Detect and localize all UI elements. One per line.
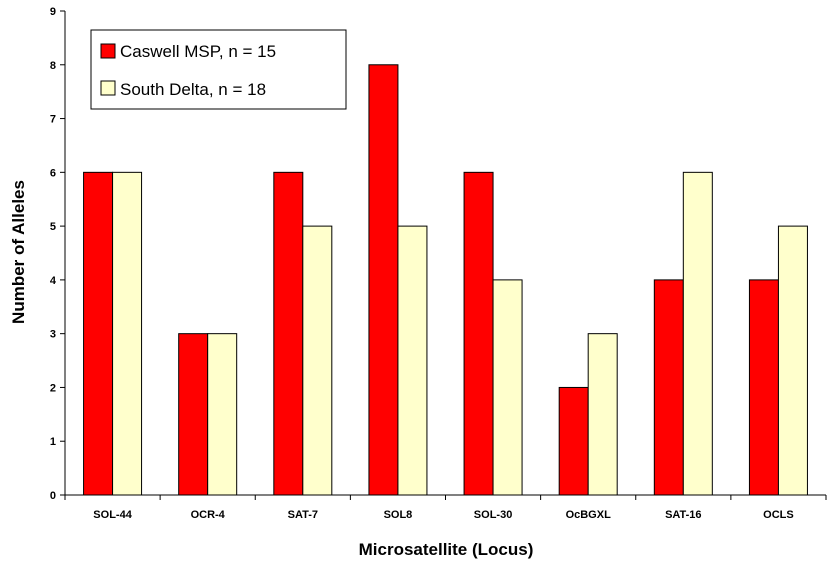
bar-ocbgxl-series-1 <box>558 386 589 496</box>
y-tick-label: 0 <box>50 490 56 502</box>
bar-ocbgxl-series-2 <box>587 333 618 496</box>
y-tick-label: 6 <box>50 167 56 179</box>
bar-sol-44-series-2 <box>112 171 143 496</box>
legend-swatch-caswell <box>100 43 116 59</box>
x-tick-label: SAT-7 <box>288 509 318 521</box>
x-axis-title: Microsatellite (Locus) <box>359 540 534 559</box>
bar-ocr-4-series-2 <box>207 333 238 496</box>
x-axis-ticks: SOL-44 OCR-4 SAT-7 SOL8 SOL-30 OcBGXL SAT-16 OC… <box>64 495 827 521</box>
y-tick-label: 5 <box>50 221 56 233</box>
x-tick-label: OCR-4 <box>191 509 226 521</box>
x-tick-label: OCLS <box>763 509 794 521</box>
legend-frame <box>90 29 347 110</box>
bar-sol-30-series-1 <box>463 171 494 496</box>
bar-sol8-series-1 <box>368 64 399 496</box>
x-tick-label: SOL-30 <box>474 509 513 521</box>
y-tick-label: 7 <box>50 114 56 126</box>
y-tick-label: 2 <box>50 382 56 394</box>
bar-sat-16-series-1 <box>653 279 684 496</box>
y-tick-label: 1 <box>50 436 56 448</box>
bar-sol-30-series-2 <box>492 279 523 496</box>
bar-sat-7-series-1 <box>273 171 304 496</box>
legend-label-south-delta: South Delta, n = 18 <box>120 80 266 99</box>
x-tick-label: OcBGXL <box>566 509 612 521</box>
y-tick-label: 8 <box>50 60 56 72</box>
bar-sat-16-series-2 <box>682 171 713 496</box>
bar-ocls-series-1 <box>748 279 779 496</box>
x-tick-label: SOL-44 <box>93 509 132 521</box>
legend-swatch-south-delta <box>100 80 116 96</box>
legend-label-caswell: Caswell MSP, n = 15 <box>120 42 276 61</box>
bar-sat-7-series-2 <box>302 225 333 496</box>
bar-ocls-series-2 <box>777 225 808 496</box>
bar-ocr-4-series-1 <box>178 333 209 496</box>
bar-sol8-series-2 <box>397 225 428 496</box>
bars <box>83 64 808 496</box>
y-axis-ticks: 0 1 2 3 4 5 6 7 8 9 <box>50 6 65 502</box>
bar-sol-44-series-1 <box>83 171 114 496</box>
y-tick-label: 9 <box>50 6 56 18</box>
y-axis-title: Number of Alleles <box>9 180 28 324</box>
y-tick-label: 3 <box>50 329 56 341</box>
x-tick-label: SAT-16 <box>665 509 701 521</box>
legend: Caswell MSP, n = 15 South Delta, n = 18 <box>90 29 347 110</box>
y-tick-label: 4 <box>50 275 57 287</box>
x-tick-label: SOL8 <box>384 509 413 521</box>
